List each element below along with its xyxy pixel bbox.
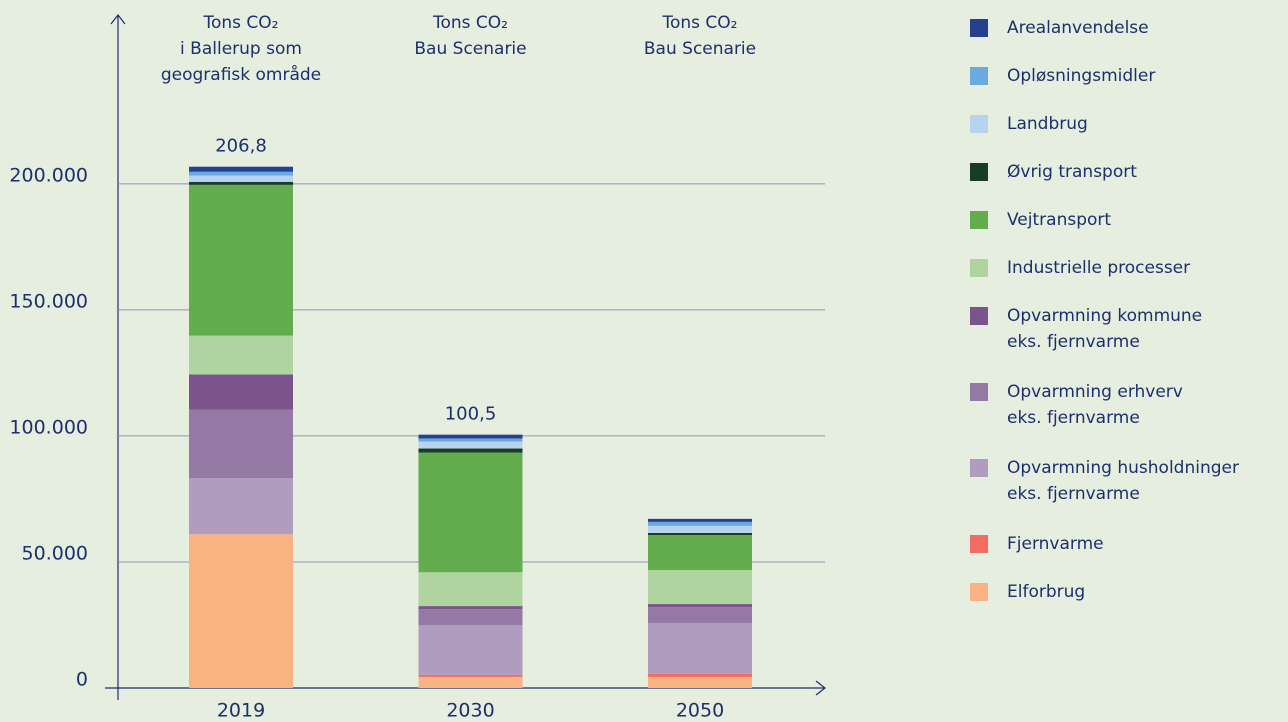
bar-segment xyxy=(189,166,293,172)
bar-segment xyxy=(418,674,523,677)
legend-swatch xyxy=(970,259,988,277)
y-axis-arrow xyxy=(110,14,126,25)
bar-segment xyxy=(418,676,523,688)
bar-segment xyxy=(418,452,523,573)
x-axis-arrow xyxy=(815,680,826,696)
column-title: Bau Scenarie xyxy=(414,39,526,59)
legend-swatch xyxy=(970,211,988,229)
column-title: Tons CO₂ xyxy=(432,13,508,33)
legend-label: Opvarmning erhverv eks. fjernvarme xyxy=(1007,382,1183,428)
bar-segment xyxy=(189,335,293,375)
bar-segment xyxy=(189,184,293,336)
legend-swatch xyxy=(970,459,988,477)
legend-label: Fjernvarme xyxy=(1007,534,1104,554)
bar-segment xyxy=(418,448,523,453)
bar-segment xyxy=(189,374,293,410)
legend-label: Øvrig transport xyxy=(1007,162,1137,182)
column-title: i Ballerup som xyxy=(180,39,302,59)
y-tick-label: 50.000 xyxy=(22,542,88,564)
y-tick-label: 200.000 xyxy=(9,164,88,186)
bar-segment xyxy=(648,525,752,533)
bar-segment xyxy=(648,521,752,526)
bar-segment xyxy=(648,676,752,688)
column-title: geografisk område xyxy=(161,64,321,85)
column-title: Tons CO₂ xyxy=(203,13,279,33)
legend-swatch xyxy=(970,307,988,325)
bar-segment xyxy=(189,478,293,535)
legend-label: Vejtransport xyxy=(1007,210,1112,230)
legend-label: Landbrug xyxy=(1007,114,1088,134)
x-tick-label: 2030 xyxy=(446,700,494,722)
bar-segment xyxy=(648,532,752,535)
column-title: Bau Scenarie xyxy=(644,39,756,59)
legend-swatch xyxy=(970,583,988,601)
bar-segment xyxy=(418,434,523,439)
legend-swatch xyxy=(970,383,988,401)
bar-segment xyxy=(418,609,523,625)
legend-swatch xyxy=(970,67,988,85)
legend-label: Opvarmning husholdninger eks. fjernvarme xyxy=(1007,458,1239,504)
legend-label: Arealanvendelse xyxy=(1007,18,1149,38)
bar-segment xyxy=(189,175,293,182)
x-tick-label: 2019 xyxy=(217,700,265,722)
legend-swatch xyxy=(970,163,988,181)
total-label: 206,8 xyxy=(215,136,267,157)
bar-segment xyxy=(418,572,523,607)
legend-label: Elforbrug xyxy=(1007,582,1086,602)
bar-segment xyxy=(648,518,752,522)
y-tick-label: 150.000 xyxy=(9,290,88,312)
y-tick-label: 0 xyxy=(76,669,88,691)
x-tick-label: 2050 xyxy=(676,700,724,722)
bar-segment xyxy=(418,624,523,675)
bar-segment xyxy=(189,409,293,479)
legend-label: Industrielle processer xyxy=(1007,258,1191,278)
legend-label: Opvarmning kommune eks. fjernvarme xyxy=(1007,306,1203,352)
legend-swatch xyxy=(970,535,988,553)
bar-segment xyxy=(648,604,752,608)
bar-segment xyxy=(418,606,523,610)
bar-segment xyxy=(418,438,523,442)
bar-segment xyxy=(648,534,752,571)
bar-segment xyxy=(189,171,293,176)
total-label: 100,5 xyxy=(445,404,497,425)
bar-segment xyxy=(648,622,752,674)
bar-segment xyxy=(189,534,293,688)
legend-label: Opløsningsmidler xyxy=(1007,66,1156,86)
bar-segment xyxy=(648,673,752,677)
chart: 0 50.000 100.000 150.000 200.000 2019 Tons CO₂… xyxy=(9,13,826,722)
bar-segment xyxy=(418,441,523,449)
bar-segment xyxy=(648,570,752,605)
y-tick-label: 100.000 xyxy=(9,416,88,438)
bar-segment xyxy=(648,607,752,623)
column-title: Tons CO₂ xyxy=(662,13,738,33)
bar-segment xyxy=(189,181,293,185)
legend-swatch xyxy=(970,115,988,133)
legend-swatch xyxy=(970,19,988,37)
